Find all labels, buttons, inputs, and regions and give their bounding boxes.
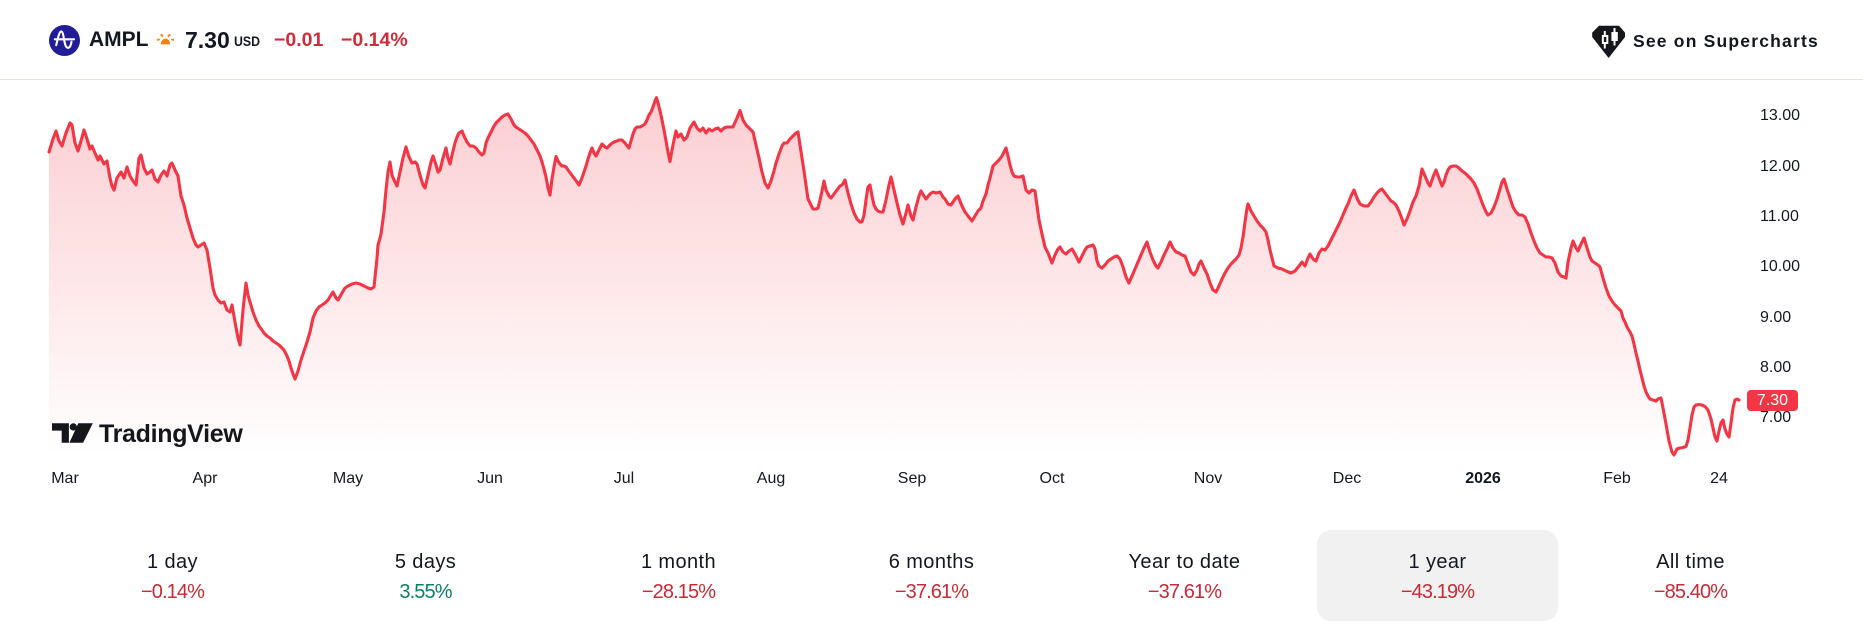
svg-text:TradingView: TradingView [99, 420, 243, 448]
